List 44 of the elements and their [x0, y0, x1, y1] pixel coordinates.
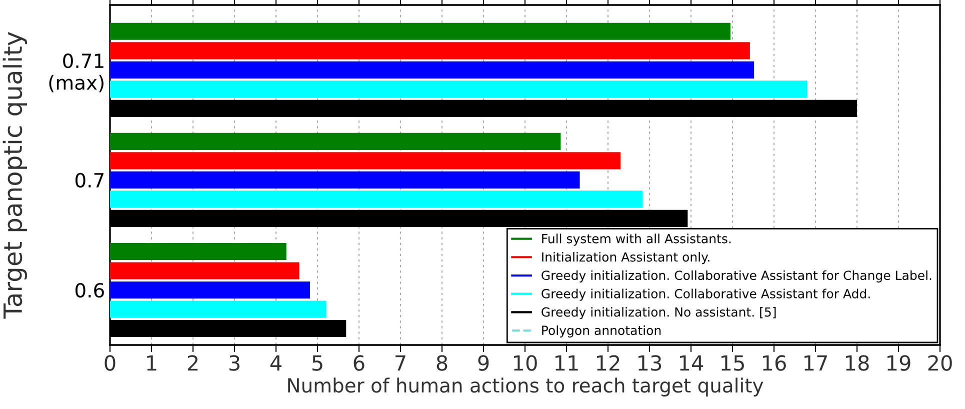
x-tick-label: 17 [804, 355, 827, 371]
y-axis-title: Target panoptic quality [2, 32, 27, 319]
x-tick-label: 0 [104, 355, 116, 371]
bar [110, 190, 642, 208]
bar [110, 42, 750, 60]
x-tick-label: 10 [514, 355, 537, 371]
x-tick-label: 5 [312, 355, 322, 371]
x-tick-label: 3 [229, 355, 240, 371]
x-axis-title: Number of human actions to reach target quality [288, 378, 764, 396]
bar [110, 80, 808, 98]
x-tick-label: 7 [396, 355, 406, 371]
bar [110, 281, 310, 299]
x-tick-label: 19 [888, 355, 910, 371]
legend-label: Polygon annotation [542, 325, 661, 338]
bar [110, 132, 561, 150]
x-tick-label: 2 [188, 355, 198, 371]
x-tick-label: 13 [638, 355, 662, 371]
x-tick-label: 18 [846, 355, 869, 371]
x-tick-label: 20 [928, 355, 952, 371]
x-tick-label: 1 [147, 355, 156, 371]
bar [110, 152, 620, 170]
legend-label: Greedy initialization. Collaborative Assistant for Change Label. [542, 270, 932, 282]
x-tick-label: 8 [436, 355, 448, 371]
x-tick-label: 16 [763, 355, 786, 371]
x-tick-label: 6 [354, 355, 364, 371]
x-tick-label: 4 [270, 355, 282, 371]
y-tick-label: 0.7 [76, 172, 104, 188]
bar [110, 300, 326, 318]
x-tick-label: 9 [478, 355, 489, 371]
bar [110, 61, 754, 78]
legend-label: Initialization Assistant only. [542, 252, 710, 264]
x-tick-label: 11 [556, 355, 578, 371]
bar [110, 242, 286, 260]
x-tick-label: 14 [680, 355, 704, 371]
bar [110, 22, 730, 40]
x-tick-label: 12 [597, 355, 620, 371]
x-tick-label: 15 [722, 355, 744, 371]
legend-label: Greedy initialization. No assistant. [5] [542, 307, 776, 320]
y-tick-label: 0.71 (max) [49, 53, 104, 92]
y-tick-label: 0.6 [76, 282, 104, 298]
bar [110, 171, 580, 188]
legend-label: Full system with all Assistants. [542, 234, 731, 246]
legend-label: Greedy initialization. Collaborative Assistant for Add. [542, 288, 870, 301]
bar [110, 262, 300, 280]
